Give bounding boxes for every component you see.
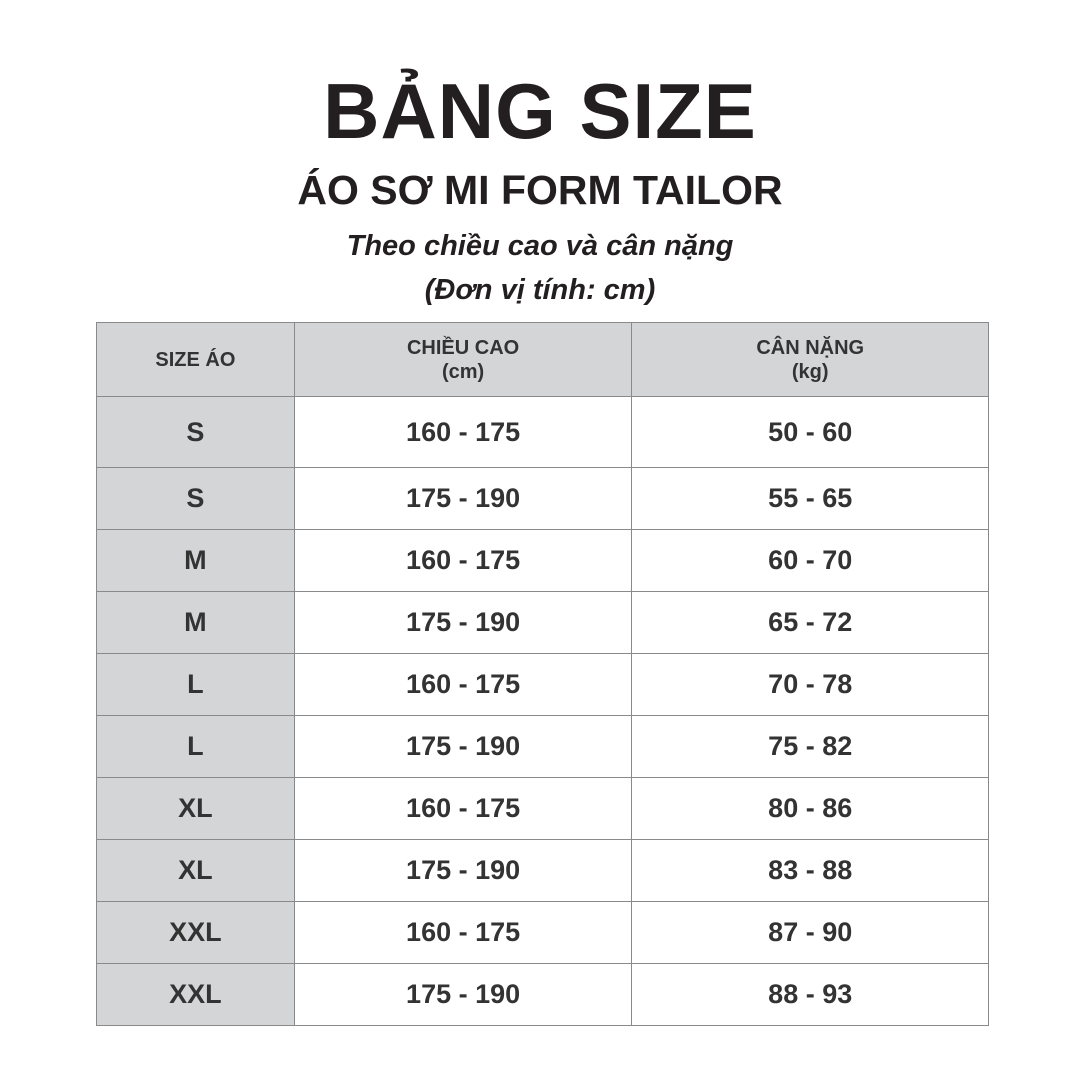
- size-cell: S: [96, 396, 295, 468]
- size-cell: L: [96, 715, 295, 778]
- header-height: CHIỀU CAO (cm): [293, 322, 633, 397]
- header-label: SIZE ÁO: [155, 348, 236, 371]
- table-row: L 160 - 175 70 - 78: [96, 653, 989, 716]
- table-row: S 160 - 175 50 - 60: [96, 396, 989, 468]
- table-row: M 160 - 175 60 - 70: [96, 529, 989, 592]
- size-cell: XL: [96, 777, 295, 840]
- height-cell: 175 - 190: [293, 963, 633, 1026]
- header-unit: (kg): [791, 360, 829, 383]
- table-row: XXL 160 - 175 87 - 90: [96, 901, 989, 964]
- table-row: S 175 - 190 55 - 65: [96, 467, 989, 530]
- height-cell: 160 - 175: [293, 777, 633, 840]
- size-cell: XL: [96, 839, 295, 902]
- height-cell: 175 - 190: [293, 591, 633, 654]
- height-cell: 175 - 190: [293, 467, 633, 530]
- weight-cell: 60 - 70: [631, 529, 989, 592]
- note-line-1: Theo chiều cao và cân nặng: [346, 230, 734, 262]
- product-subtitle: ÁO SƠ MI FORM TAILOR: [297, 167, 783, 213]
- table-row: L 175 - 190 75 - 82: [96, 715, 989, 778]
- size-cell: XXL: [96, 963, 295, 1026]
- size-cell: XXL: [96, 901, 295, 964]
- size-cell: M: [96, 591, 295, 654]
- header-weight: CÂN NẶNG (kg): [631, 322, 989, 397]
- size-cell: S: [96, 467, 295, 530]
- height-cell: 160 - 175: [293, 653, 633, 716]
- weight-cell: 88 - 93: [631, 963, 989, 1026]
- note-line-2: (Đơn vị tính: cm): [424, 274, 656, 306]
- table-header-row: SIZE ÁO CHIỀU CAO (cm) CÂN NẶNG (kg): [96, 322, 989, 397]
- weight-cell: 87 - 90: [631, 901, 989, 964]
- size-cell: L: [96, 653, 295, 716]
- weight-cell: 75 - 82: [631, 715, 989, 778]
- header-size: SIZE ÁO: [96, 322, 295, 397]
- table-row: XL 175 - 190 83 - 88: [96, 839, 989, 902]
- weight-cell: 50 - 60: [631, 396, 989, 468]
- size-cell: M: [96, 529, 295, 592]
- weight-cell: 70 - 78: [631, 653, 989, 716]
- height-cell: 160 - 175: [293, 396, 633, 468]
- weight-cell: 80 - 86: [631, 777, 989, 840]
- weight-cell: 55 - 65: [631, 467, 989, 530]
- size-table: SIZE ÁO CHIỀU CAO (cm) CÂN NẶNG (kg) S 160 …: [96, 322, 989, 1026]
- weight-cell: 83 - 88: [631, 839, 989, 902]
- weight-cell: 65 - 72: [631, 591, 989, 654]
- table-row: M 175 - 190 65 - 72: [96, 591, 989, 654]
- page-title: BẢNG SIZE: [323, 67, 757, 155]
- table-row: XL 160 - 175 80 - 86: [96, 777, 989, 840]
- header-label: CHIỀU CAO: [406, 336, 520, 359]
- table-row: XXL 175 - 190 88 - 93: [96, 963, 989, 1026]
- header-label: CÂN NẶNG: [756, 336, 865, 359]
- height-cell: 175 - 190: [293, 715, 633, 778]
- height-cell: 175 - 190: [293, 839, 633, 902]
- header-unit: (cm): [441, 360, 485, 383]
- height-cell: 160 - 175: [293, 529, 633, 592]
- height-cell: 160 - 175: [293, 901, 633, 964]
